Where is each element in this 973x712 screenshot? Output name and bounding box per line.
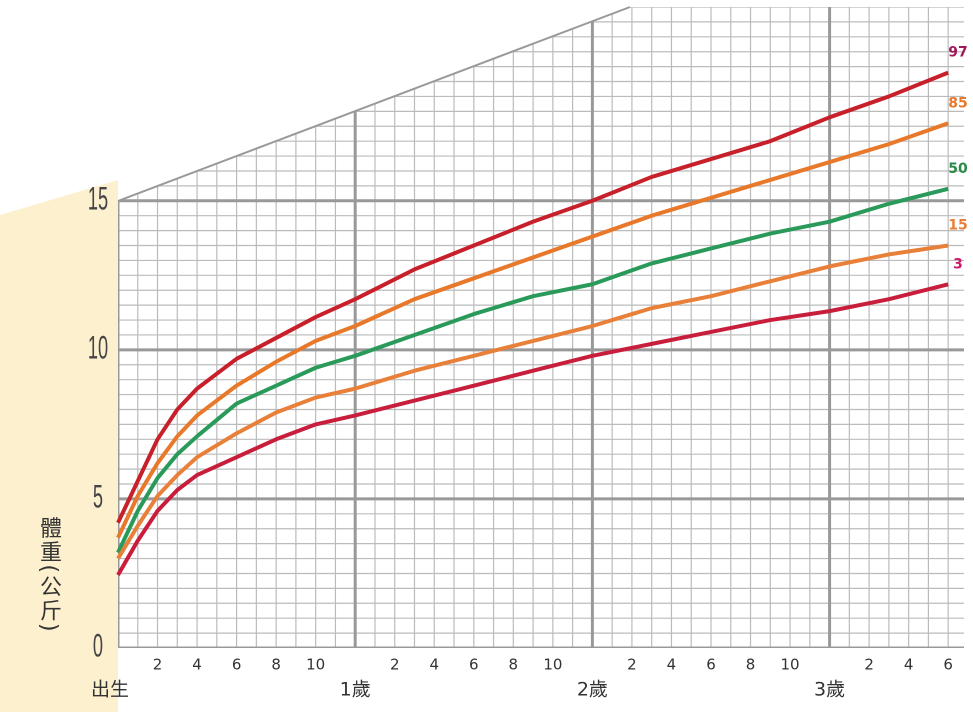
x-tick-label: 2歲 [577,679,608,701]
x-minor-tick-label: 8 [509,656,519,674]
series-line [116,121,949,539]
y-tick-label: 10 [88,329,108,366]
series-line [116,186,949,554]
series-line [116,282,949,576]
x-minor-tick-label: 2 [864,656,874,674]
series-line [116,243,949,560]
series-label: 50 [948,161,968,177]
series-label: 3 [953,256,963,272]
x-minor-tick-label: 10 [306,656,325,674]
grid [118,7,964,648]
x-minor-tick-label: 6 [232,656,242,674]
x-minor-tick-label: 2 [153,656,163,674]
x-minor-tick-label: 8 [746,656,756,674]
series-label: 85 [948,95,967,111]
x-minor-tick-label: 4 [192,656,202,674]
x-minor-tick-label: 4 [429,656,439,674]
y-tick-label: 5 [93,478,103,515]
lines [116,70,949,576]
x-minor-tick-label: 10 [781,656,800,674]
side-band [0,180,118,712]
series-label: 97 [948,45,967,61]
y-tick-label: 15 [88,180,108,217]
top-edge [117,6,631,202]
x-minor-tick-label: 2 [627,656,637,674]
x-minor-tick-label: 10 [543,656,562,674]
x-minor-tick-label: 6 [706,656,716,674]
y-tick-label: 0 [93,627,103,664]
series-label: 15 [948,218,967,234]
x-minor-tick-label: 2 [390,656,400,674]
x-tick-label: 出生 [91,679,129,701]
x-minor-tick-label: 8 [271,656,281,674]
x-minor-tick-label: 4 [667,656,677,674]
x-minor-tick-label: 6 [943,656,953,674]
x-tick-label: 3歲 [814,679,845,701]
x-tick-label: 1歲 [340,679,371,701]
x-minor-tick-label: 6 [469,656,479,674]
series-line [116,70,949,524]
x-minor-tick-label: 4 [904,656,914,674]
y-axis-label: 體重(公斤) [36,516,61,633]
